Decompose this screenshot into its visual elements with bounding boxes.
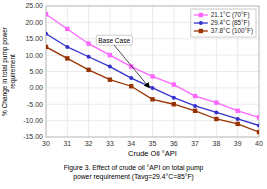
point [108,65,112,69]
x-tick-label: 37 [191,140,199,147]
grid [46,6,259,137]
x-tick-label: 30 [42,140,50,147]
x-tick-label: 31 [63,140,71,147]
point [236,109,240,113]
point [193,104,197,108]
y-tick-label: 10.00 [25,52,43,59]
y-tick-label: -10.00 [23,117,43,124]
legend: 21.1°C (70°F)29.4°C (85°F)37.8°C (100°F) [191,9,256,37]
point [214,110,218,114]
x-tick-label: 36 [170,140,178,147]
x-tick-label: 35 [149,140,157,147]
point [108,77,112,81]
point [87,55,91,59]
plot-frame [46,6,259,137]
x-tick-label: 40 [255,140,263,147]
point [172,102,176,106]
point [172,82,176,86]
legend-box [191,9,256,37]
annotation-box [96,35,132,45]
point [150,97,154,101]
point [129,76,133,80]
point [236,122,240,126]
y-grid-line [46,71,259,72]
y-grid-line [46,38,259,39]
point [214,100,218,104]
legend-marker [199,13,203,17]
chart: 30 31 32 33 34 35 36 37 38 39 40 -15.00 -10.00 -5.00 0… [0,0,267,189]
legend-label: 21.1°C (70°F) [211,11,250,19]
point [151,86,155,90]
series-line [46,14,259,117]
point [46,45,48,49]
x-tick-label: 39 [234,140,242,147]
y-tick-label: 20.00 [25,19,43,26]
y-tick-label: 15.00 [25,35,43,42]
y-tick-label: 0.00 [29,84,43,91]
data [46,12,259,134]
point [257,124,259,128]
y-grid-line [46,55,259,56]
point [65,56,69,60]
point [257,130,259,134]
annotation-text: Base Case [98,37,130,44]
x-tick-label: 34 [127,140,135,147]
point [193,109,197,113]
point [129,84,133,88]
point [46,32,48,36]
y-tick-label: -5.00 [27,101,43,108]
point [65,27,69,31]
title: Figure 3. Effect of crude oil °API on to… [64,164,204,181]
y-tick-label: 25.00 [25,2,43,9]
x-tick-label: 32 [85,140,93,147]
point [46,12,48,16]
point [257,115,259,119]
y-tick-label: 5.00 [29,68,43,75]
legend-label: 37.8°C (100°F) [211,27,253,35]
series-line [46,34,259,126]
point [108,53,112,57]
x-tick-label: 33 [106,140,114,147]
legend-marker [199,21,203,25]
series-line [46,47,259,132]
point [86,68,90,72]
point [236,117,240,121]
point [172,96,176,100]
legend-marker [199,29,203,33]
point [150,74,154,78]
x-axis-label: Crude Oil °API [128,149,177,158]
point [86,41,90,45]
legend-label: 29.4°C (85°F) [211,19,250,27]
y-grid-line [46,104,259,105]
point [214,117,218,121]
point [193,94,197,98]
x-tick-label: 38 [213,140,221,147]
point [65,45,69,49]
annotation-arrow [114,45,149,87]
y-axis-label: % Change in total pump powerrequirement [1,26,17,116]
y-tick-label: -15.00 [23,133,43,140]
